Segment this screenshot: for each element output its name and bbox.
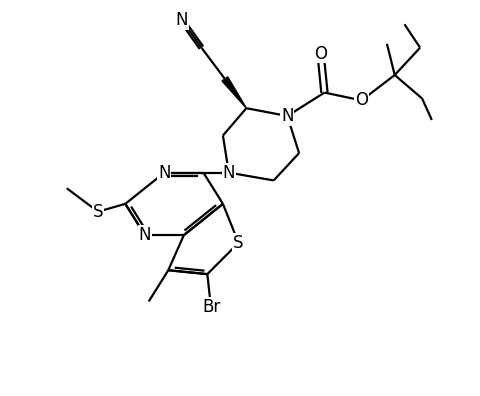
Text: O: O <box>354 91 367 109</box>
Text: S: S <box>93 203 103 221</box>
Text: O: O <box>313 44 326 63</box>
Polygon shape <box>222 77 246 108</box>
Text: N: N <box>138 226 151 244</box>
Text: N: N <box>222 164 235 182</box>
Text: N: N <box>280 107 293 125</box>
Text: N: N <box>158 164 170 182</box>
Text: N: N <box>175 11 188 29</box>
Text: Br: Br <box>202 298 220 316</box>
Text: S: S <box>233 234 243 252</box>
